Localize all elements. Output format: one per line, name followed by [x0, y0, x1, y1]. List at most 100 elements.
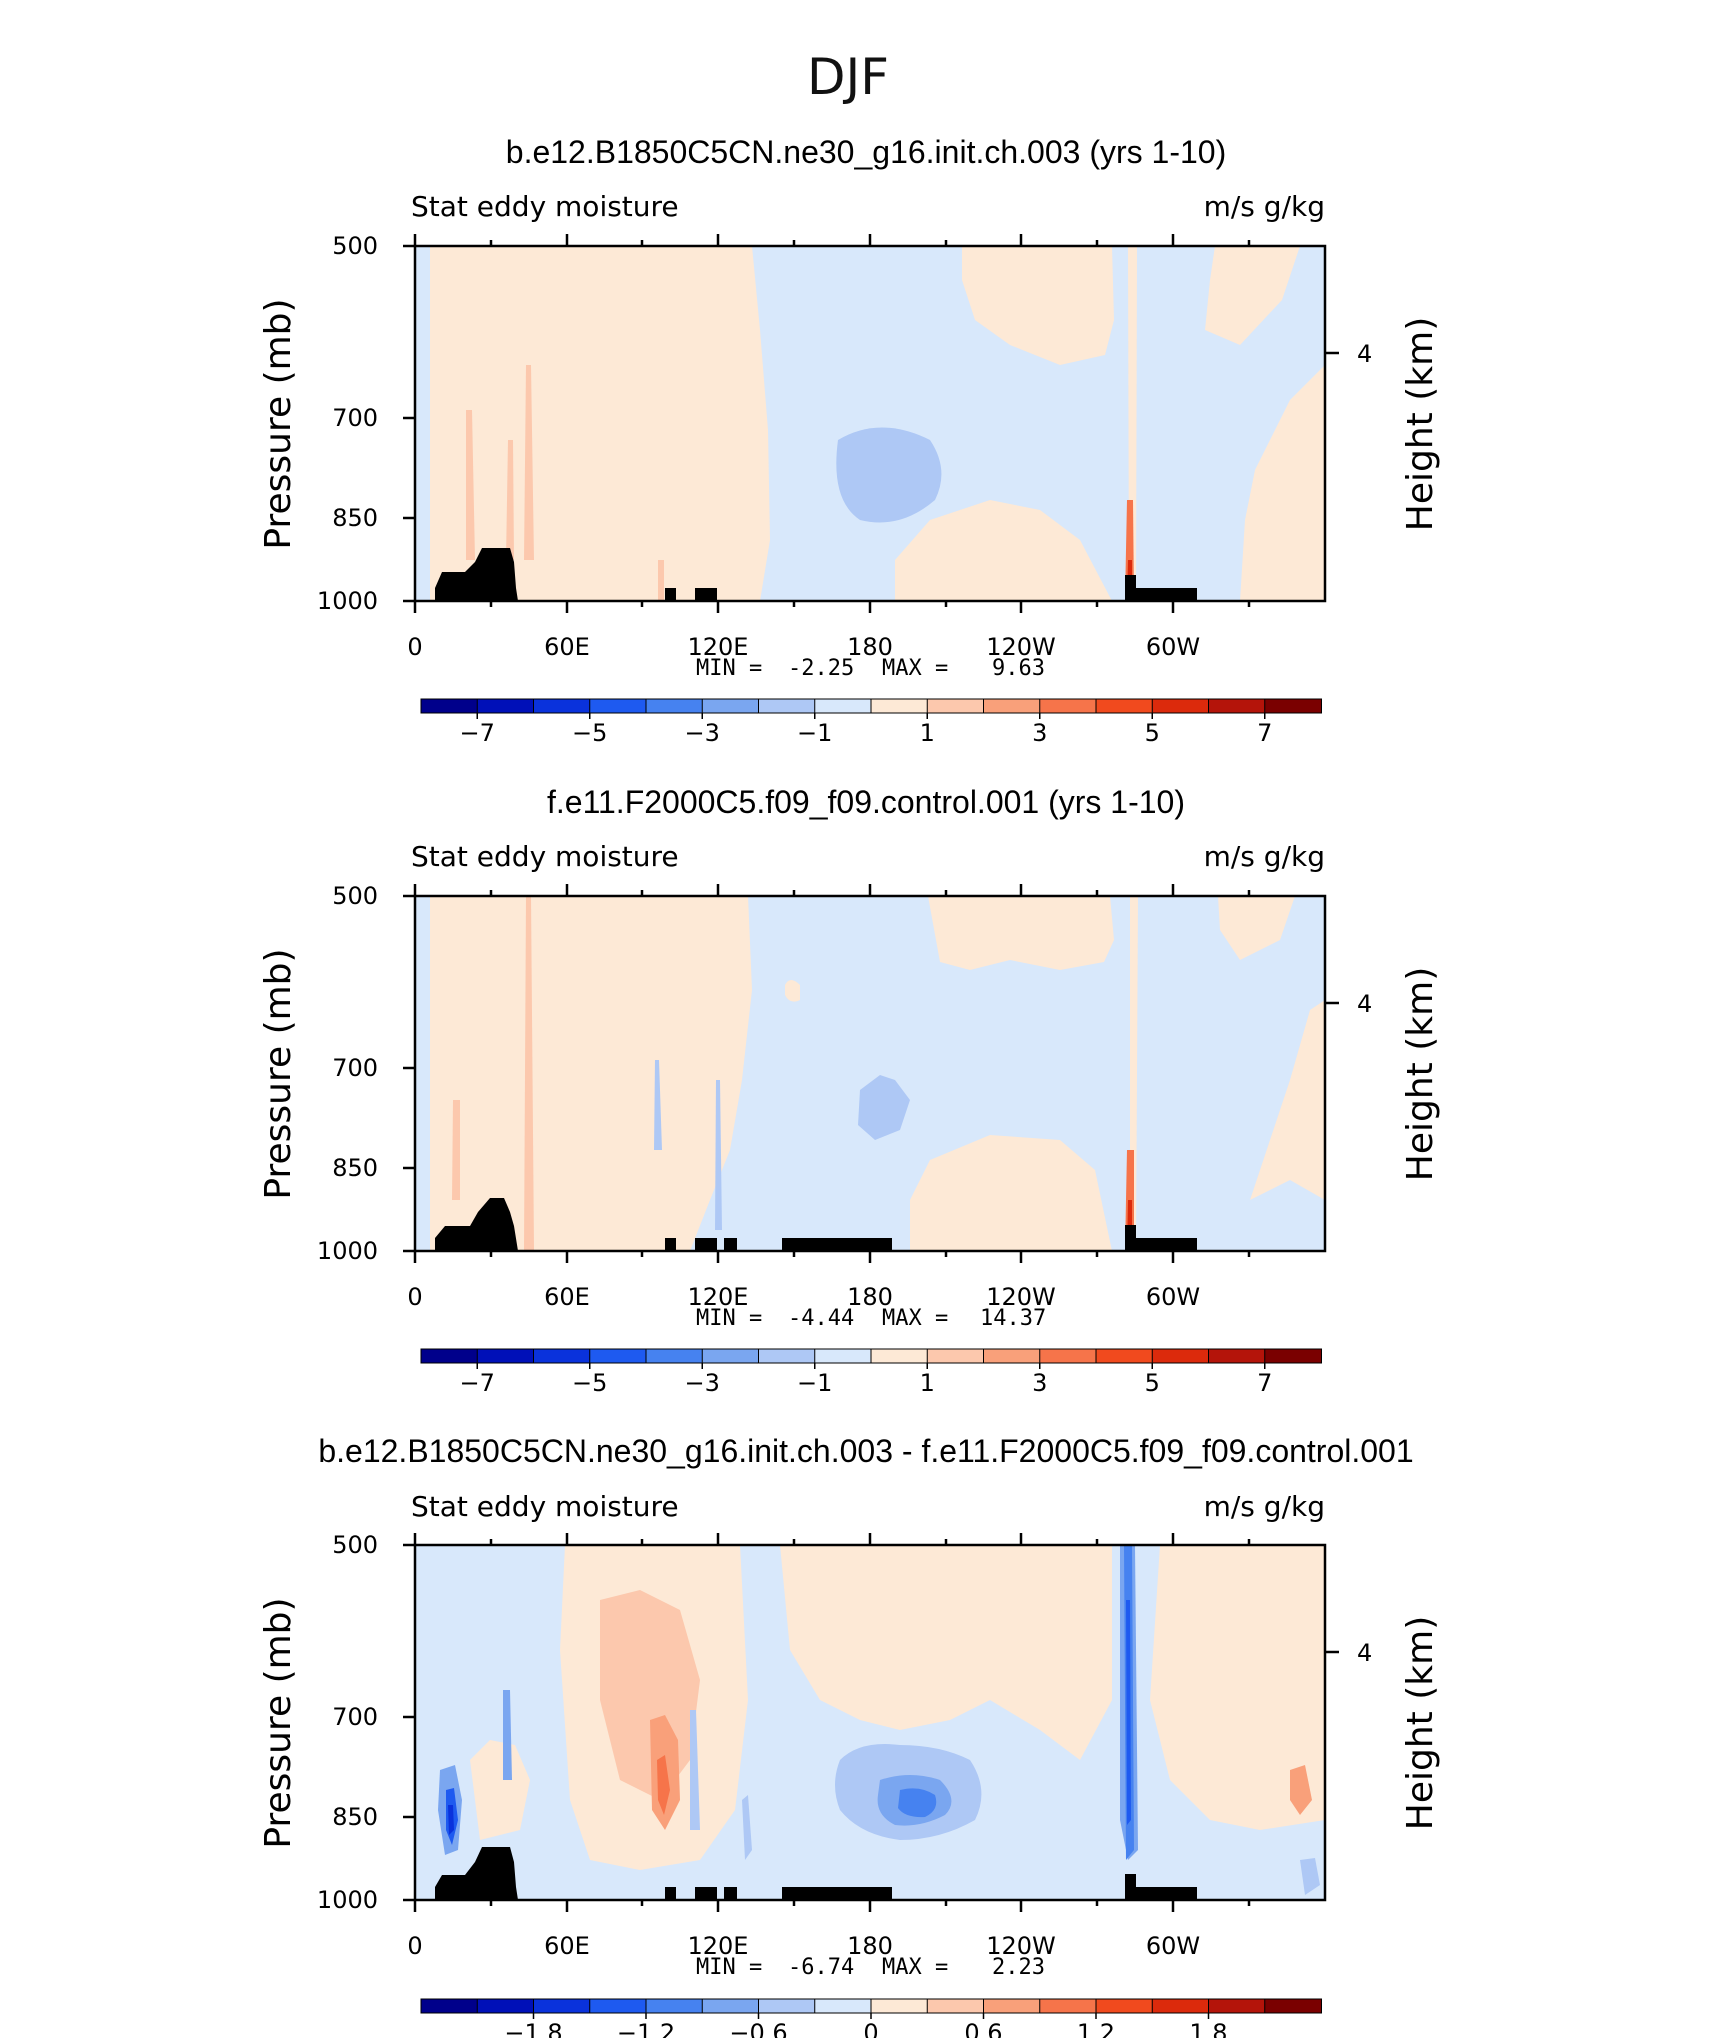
x-tick-label: 180 — [847, 633, 893, 661]
colorbar: −7 −5 −3 −1 1 3 5 7 — [420, 698, 1322, 747]
x-tick-label: 120E — [688, 1932, 749, 1960]
y-tick-label: 500 — [332, 1531, 378, 1559]
min-value: -6.74 — [788, 1955, 854, 1980]
colorbar-label: −1.2 — [617, 2019, 675, 2038]
max-label: MAX = — [882, 1306, 948, 1331]
main-title: DJF — [807, 48, 889, 106]
colorbar-swatch — [476, 1998, 535, 2014]
x-tick-label: 120E — [688, 1283, 749, 1311]
y-tick-label: 1000 — [317, 587, 378, 615]
y2-tick-label: 4 — [1357, 1639, 1372, 1667]
panel-2: f.e11.F2000C5.f09_f09.control.001 (yrs 1… — [258, 784, 1441, 1397]
x-tick-label: 60E — [544, 1932, 590, 1960]
colorbar-swatch — [1208, 1348, 1266, 1364]
panel-title: b.e12.B1850C5CN.ne30_g16.init.ch.003 - f… — [318, 1433, 1413, 1469]
axis-ticks — [403, 1533, 1339, 1912]
colorbar-label: 1.2 — [1077, 2019, 1115, 2038]
x-tick-label: 60E — [544, 1283, 590, 1311]
panel-1: b.e12.B1850C5CN.ne30_g16.init.ch.003 (yr… — [258, 134, 1441, 747]
colorbar-swatch — [1039, 698, 1097, 714]
colorbar-swatch — [420, 1998, 479, 2014]
colorbar-swatch — [645, 698, 704, 714]
colorbar-swatch — [589, 1348, 647, 1364]
colorbar-swatch — [983, 1348, 1041, 1364]
y2-tick-label: 4 — [1357, 990, 1372, 1018]
colorbar-swatch — [476, 1348, 535, 1364]
min-label: MIN = — [696, 1306, 762, 1331]
colorbar-label: 5 — [1145, 719, 1160, 747]
y-tick-label: 850 — [332, 504, 378, 532]
colorbar-label: −3 — [685, 1369, 720, 1397]
x-tick-label: 120W — [986, 633, 1056, 661]
colorbar-label: 3 — [1032, 1369, 1047, 1397]
colorbar-swatch — [589, 698, 647, 714]
min-label: MIN = — [696, 1955, 762, 1980]
colorbar-swatch — [533, 1348, 591, 1364]
colorbar-label: −5 — [572, 719, 607, 747]
panel-title: b.e12.B1850C5CN.ne30_g16.init.ch.003 (yr… — [506, 134, 1226, 170]
units-label: m/s g/kg — [1204, 190, 1325, 223]
colorbar-swatch — [983, 698, 1041, 714]
y-tick-label: 700 — [332, 1054, 378, 1082]
units-label: m/s g/kg — [1204, 840, 1325, 873]
y-tick-label: 700 — [332, 404, 378, 432]
min-label: MIN = — [696, 656, 762, 681]
max-label: MAX = — [882, 1955, 948, 1980]
max-value: 14.37 — [980, 1306, 1046, 1331]
colorbar-swatch — [814, 1998, 872, 2014]
colorbar-swatch — [645, 1348, 704, 1364]
colorbar-label: 1.8 — [1189, 2019, 1227, 2038]
colorbar-label: 0.6 — [964, 2019, 1002, 2038]
colorbar-swatch — [1039, 1348, 1097, 1364]
y-axis-label: Pressure (mb) — [258, 1597, 299, 1848]
axis-ticks — [403, 884, 1339, 1263]
y-tick-label: 850 — [332, 1803, 378, 1831]
contour-field — [415, 1545, 1325, 1900]
colorbar-swatch — [645, 1998, 704, 2014]
colorbar-swatch — [589, 1998, 647, 2014]
left-label: Stat eddy moisture — [411, 190, 679, 223]
x-tick-label: 60W — [1146, 1283, 1200, 1311]
colorbar-label: 0 — [863, 2019, 878, 2038]
colorbar-swatch — [1151, 1998, 1210, 2014]
x-tick-label: 180 — [847, 1283, 893, 1311]
colorbar-swatch — [1264, 698, 1322, 714]
colorbar-label: −1 — [797, 719, 832, 747]
max-value: 2.23 — [992, 1955, 1045, 1980]
colorbar-label: −0.6 — [729, 2019, 787, 2038]
colorbar-swatch — [926, 1348, 985, 1364]
colorbar-swatch — [533, 1998, 591, 2014]
contour-field — [415, 246, 1325, 601]
colorbar-label: −7 — [460, 719, 495, 747]
colorbar-label: 7 — [1257, 719, 1272, 747]
colorbar-swatch — [870, 698, 929, 714]
colorbar-swatch — [476, 698, 535, 714]
colorbar-swatch — [870, 1998, 929, 2014]
y-tick-label: 850 — [332, 1154, 378, 1182]
colorbar-swatch — [1151, 698, 1210, 714]
colorbar-label: −5 — [572, 1369, 607, 1397]
colorbar-label: 1 — [920, 719, 935, 747]
colorbar-swatch — [533, 698, 591, 714]
colorbar-label: −3 — [685, 719, 720, 747]
left-label: Stat eddy moisture — [411, 840, 679, 873]
panel-3: b.e12.B1850C5CN.ne30_g16.init.ch.003 - f… — [258, 1433, 1441, 2038]
colorbar-swatch — [701, 1348, 760, 1364]
y-axis-label: Pressure (mb) — [258, 948, 299, 1199]
colorbar: −1.8 −1.2 −0.6 0 0.6 1.2 1.8 — [420, 1998, 1322, 2038]
colorbar-swatch — [701, 1998, 760, 2014]
x-tick-label: 0 — [407, 1283, 422, 1311]
colorbar-label: 5 — [1145, 1369, 1160, 1397]
y2-axis-label: Height (km) — [1400, 317, 1441, 531]
colorbar-label: −1 — [797, 1369, 832, 1397]
y2-axis-label: Height (km) — [1400, 967, 1441, 1181]
y-tick-label: 500 — [332, 882, 378, 910]
colorbar-swatch — [1039, 1998, 1097, 2014]
colorbar-swatch — [814, 698, 872, 714]
y-tick-label: 500 — [332, 232, 378, 260]
colorbar-swatch — [983, 1998, 1041, 2014]
x-tick-label: 120W — [986, 1932, 1056, 1960]
x-tick-label: 120E — [688, 633, 749, 661]
min-value: -2.25 — [788, 656, 854, 681]
colorbar-label: 1 — [920, 1369, 935, 1397]
